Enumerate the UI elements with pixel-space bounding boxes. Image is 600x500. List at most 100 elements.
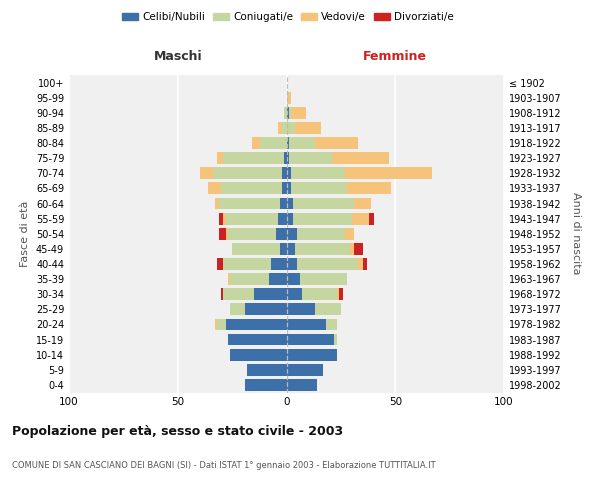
Bar (208, 182, 221, 194)
Bar (287, 107, 289, 118)
Bar (217, 258, 223, 270)
Bar (345, 228, 354, 239)
Bar (282, 168, 287, 179)
Bar (215, 318, 217, 330)
Y-axis label: Anni di nascita: Anni di nascita (571, 192, 581, 275)
Bar (347, 182, 391, 194)
Bar (282, 182, 287, 194)
Bar (280, 198, 287, 209)
Bar (302, 288, 337, 300)
Bar (278, 122, 282, 134)
Bar (334, 334, 337, 345)
Bar (293, 212, 352, 224)
Bar (284, 152, 287, 164)
Bar (287, 182, 291, 194)
Bar (354, 198, 371, 209)
Bar (291, 168, 345, 179)
Bar (287, 364, 323, 376)
Bar (298, 258, 358, 270)
Bar (287, 137, 289, 149)
Bar (223, 212, 226, 224)
Bar (219, 212, 223, 224)
Bar (219, 228, 226, 239)
Bar (260, 137, 287, 149)
Bar (287, 334, 334, 345)
Y-axis label: Fasce di età: Fasce di età (20, 200, 30, 267)
Bar (221, 288, 223, 300)
Bar (289, 152, 332, 164)
Bar (354, 243, 362, 255)
Bar (226, 318, 287, 330)
Bar (254, 288, 287, 300)
Bar (287, 92, 291, 104)
Text: Popolazione per età, sesso e stato civile - 2003: Popolazione per età, sesso e stato civil… (12, 425, 343, 438)
Bar (230, 273, 269, 285)
Bar (232, 243, 280, 255)
Bar (345, 168, 432, 179)
Bar (287, 258, 298, 270)
Text: COMUNE DI SAN CASCIANO DEI BAGNI (SI) - Dati ISTAT 1° gennaio 2003 - Elaborazion: COMUNE DI SAN CASCIANO DEI BAGNI (SI) - … (12, 460, 436, 469)
Bar (299, 273, 347, 285)
Bar (228, 228, 275, 239)
Bar (226, 228, 228, 239)
Bar (295, 243, 350, 255)
Bar (212, 168, 282, 179)
Bar (287, 273, 299, 285)
Bar (295, 122, 322, 134)
Bar (291, 107, 306, 118)
Text: Maschi: Maschi (154, 50, 202, 63)
Bar (245, 379, 287, 391)
Bar (226, 212, 278, 224)
Bar (271, 258, 287, 270)
Bar (338, 288, 343, 300)
Bar (269, 273, 287, 285)
Bar (252, 137, 260, 149)
Bar (293, 198, 354, 209)
Bar (287, 379, 317, 391)
Bar (215, 198, 219, 209)
Bar (287, 304, 315, 315)
Bar (287, 122, 295, 134)
Bar (287, 212, 293, 224)
Bar (275, 228, 287, 239)
Bar (287, 198, 293, 209)
Bar (228, 334, 287, 345)
Legend: Celibi/Nubili, Coniugati/e, Vedovi/e, Divorziati/e: Celibi/Nubili, Coniugati/e, Vedovi/e, Di… (118, 8, 458, 26)
Bar (289, 107, 291, 118)
Bar (221, 182, 282, 194)
Bar (247, 364, 287, 376)
Bar (217, 152, 223, 164)
Bar (289, 137, 315, 149)
Bar (278, 212, 287, 224)
Bar (350, 243, 354, 255)
Bar (219, 198, 280, 209)
Bar (282, 122, 287, 134)
Bar (199, 168, 212, 179)
Bar (223, 288, 254, 300)
Bar (230, 304, 245, 315)
Text: Femmine: Femmine (363, 50, 427, 63)
Bar (287, 288, 302, 300)
Bar (280, 243, 287, 255)
Bar (287, 349, 337, 360)
Bar (298, 228, 345, 239)
Bar (223, 152, 284, 164)
Bar (287, 318, 326, 330)
Bar (326, 318, 337, 330)
Bar (287, 228, 298, 239)
Bar (332, 152, 389, 164)
Bar (315, 137, 358, 149)
Bar (337, 288, 338, 300)
Bar (287, 168, 291, 179)
Bar (315, 304, 341, 315)
Bar (217, 318, 226, 330)
Bar (245, 304, 287, 315)
Bar (230, 349, 287, 360)
Bar (369, 212, 373, 224)
Bar (352, 212, 369, 224)
Bar (223, 258, 271, 270)
Bar (287, 243, 295, 255)
Bar (362, 258, 367, 270)
Bar (291, 182, 347, 194)
Bar (287, 152, 289, 164)
